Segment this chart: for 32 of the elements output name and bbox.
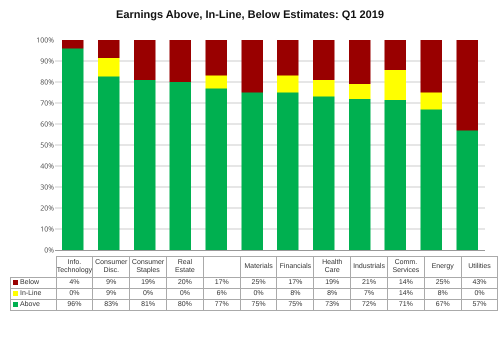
- bar: [420, 40, 442, 92]
- bar: [134, 40, 156, 80]
- bar: [134, 80, 156, 250]
- bar: [313, 80, 334, 97]
- bar: [98, 76, 120, 250]
- bar: [420, 109, 442, 250]
- bar: [206, 40, 227, 76]
- bar: [62, 48, 84, 250]
- bar: [384, 100, 406, 250]
- bar: [277, 40, 299, 76]
- bar: [206, 76, 227, 88]
- bar: [348, 98, 370, 250]
- bar: [277, 76, 299, 92]
- chart-title: Earnings Above, In-Line, Below Estimates: Q1 2019: [116, 8, 384, 21]
- bar: [384, 70, 406, 100]
- bar: [348, 84, 370, 99]
- bar: [313, 40, 334, 80]
- bar: [384, 40, 406, 70]
- bar: [456, 40, 478, 130]
- bar: [277, 92, 299, 250]
- bar: [62, 40, 84, 48]
- bar: [313, 96, 334, 250]
- bar: [206, 88, 227, 250]
- bar: [348, 40, 370, 84]
- bar: [456, 130, 478, 250]
- bar: [420, 92, 442, 110]
- bar: [170, 40, 192, 82]
- bar: [241, 92, 263, 250]
- bar: [170, 82, 192, 250]
- bar: [241, 40, 263, 92]
- bar: [98, 58, 120, 77]
- bar: [98, 40, 120, 58]
